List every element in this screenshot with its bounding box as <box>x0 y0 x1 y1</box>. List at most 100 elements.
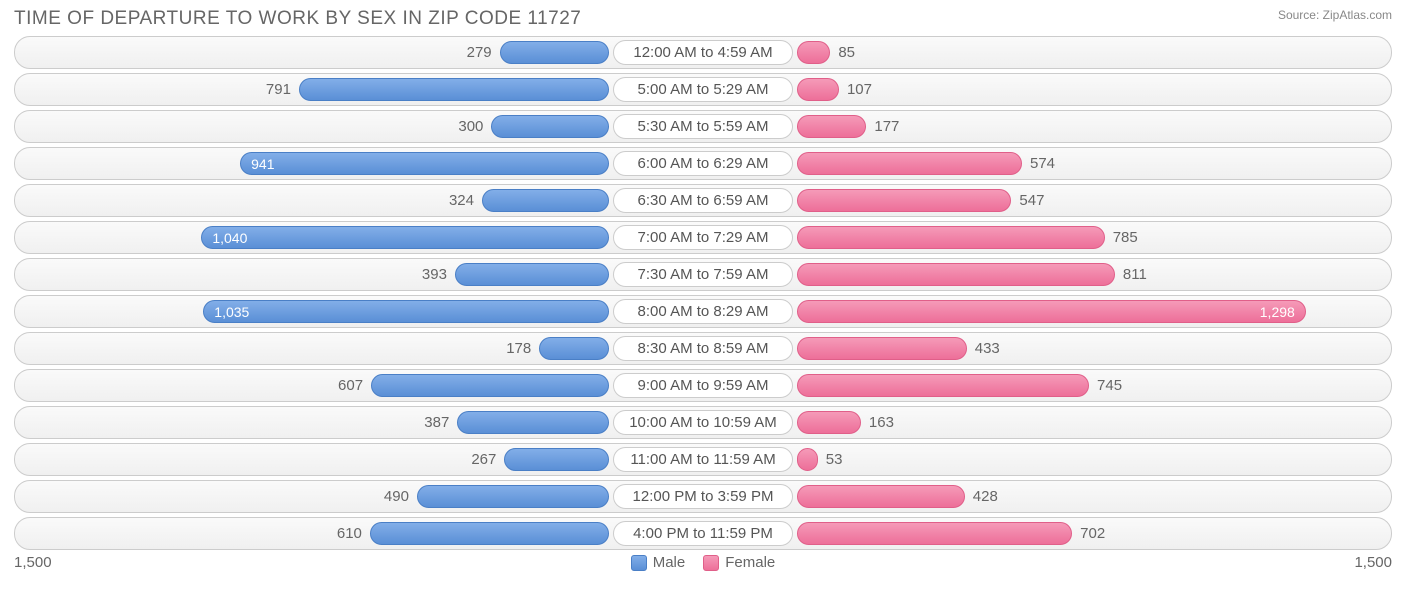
male-half: 279 <box>21 40 609 65</box>
time-range-label: 7:30 AM to 7:59 AM <box>613 262 793 287</box>
female-half: 85 <box>797 40 1385 65</box>
male-value: 490 <box>376 488 417 505</box>
female-bar <box>797 337 967 360</box>
female-half: 433 <box>797 336 1385 361</box>
male-bar <box>370 522 609 545</box>
male-bar <box>539 337 609 360</box>
male-value: 178 <box>498 340 539 357</box>
female-bar <box>797 115 866 138</box>
male-half: 607 <box>21 373 609 398</box>
female-value: 177 <box>866 118 907 135</box>
chart-title: TIME OF DEPARTURE TO WORK BY SEX IN ZIP … <box>14 8 581 30</box>
chart-row: 324 6:30 AM to 6:59 AM 547 <box>14 184 1392 217</box>
male-value: 387 <box>416 414 457 431</box>
male-bar: 1,040 <box>201 226 609 249</box>
female-bar <box>797 522 1072 545</box>
legend-swatch-female <box>703 555 719 571</box>
chart-row: 1,0358:00 AM to 8:29 AM1,298 <box>14 295 1392 328</box>
male-half: 941 <box>21 151 609 176</box>
chart-row: 941 6:00 AM to 6:29 AM 574 <box>14 147 1392 180</box>
male-half: 267 <box>21 447 609 472</box>
female-half: 745 <box>797 373 1385 398</box>
male-half: 791 <box>21 77 609 102</box>
chart-row: 1,0407:00 AM to 7:29 AM785 <box>14 221 1392 254</box>
chart-source: Source: ZipAtlas.com <box>1278 8 1392 22</box>
female-value: 785 <box>1105 229 1146 246</box>
chart-row: 791 5:00 AM to 5:29 AM 107 <box>14 73 1392 106</box>
time-range-label: 6:00 AM to 6:29 AM <box>613 151 793 176</box>
time-range-label: 8:30 AM to 8:59 AM <box>613 336 793 361</box>
female-half: 1,298 <box>797 299 1385 324</box>
female-half: 811 <box>797 262 1385 287</box>
male-value: 324 <box>441 192 482 209</box>
time-range-label: 11:00 AM to 11:59 AM <box>613 447 793 472</box>
male-half: 1,035 <box>21 299 609 324</box>
female-value: 85 <box>830 44 863 61</box>
male-half: 393 <box>21 262 609 287</box>
female-bar <box>797 263 1115 286</box>
female-half: 785 <box>797 225 1385 250</box>
male-value: 1,040 <box>202 230 257 246</box>
chart-row: 387 10:00 AM to 10:59 AM 163 <box>14 406 1392 439</box>
female-half: 574 <box>797 151 1385 176</box>
female-half: 177 <box>797 114 1385 139</box>
male-bar <box>455 263 609 286</box>
male-bar <box>457 411 609 434</box>
female-bar <box>797 41 830 64</box>
time-range-label: 6:30 AM to 6:59 AM <box>613 188 793 213</box>
female-value: 163 <box>861 414 902 431</box>
chart-row: 300 5:30 AM to 5:59 AM 177 <box>14 110 1392 143</box>
male-value: 941 <box>241 156 284 172</box>
female-bar <box>797 189 1011 212</box>
male-bar <box>417 485 609 508</box>
male-value: 791 <box>258 81 299 98</box>
axis-max-right: 1,500 <box>1354 554 1392 571</box>
male-bar <box>500 41 609 64</box>
chart-row: 178 8:30 AM to 8:59 AM 433 <box>14 332 1392 365</box>
chart-row: 27912:00 AM to 4:59 AM85 <box>14 36 1392 69</box>
male-value: 267 <box>463 451 504 468</box>
legend-item-female: Female <box>703 554 775 571</box>
male-half: 610 <box>21 521 609 546</box>
legend-swatch-male <box>631 555 647 571</box>
female-value: 107 <box>839 81 880 98</box>
chart-row: 267 11:00 AM to 11:59 AM 53 <box>14 443 1392 476</box>
time-range-label: 5:30 AM to 5:59 AM <box>613 114 793 139</box>
chart-row: 610 4:00 PM to 11:59 PM 702 <box>14 517 1392 550</box>
legend-item-male: Male <box>631 554 686 571</box>
female-half: 107 <box>797 77 1385 102</box>
female-bar: 1,298 <box>797 300 1306 323</box>
female-half: 702 <box>797 521 1385 546</box>
female-bar <box>797 411 861 434</box>
time-range-label: 10:00 AM to 10:59 AM <box>613 410 793 435</box>
male-bar <box>491 115 609 138</box>
female-bar <box>797 448 818 471</box>
axis-max-left: 1,500 <box>14 554 52 571</box>
male-bar: 941 <box>240 152 609 175</box>
male-value: 300 <box>450 118 491 135</box>
female-value: 53 <box>818 451 851 468</box>
male-bar <box>299 78 609 101</box>
time-range-label: 4:00 PM to 11:59 PM <box>613 521 793 546</box>
male-value: 610 <box>329 525 370 542</box>
female-bar <box>797 78 839 101</box>
male-value: 393 <box>414 266 455 283</box>
male-value: 607 <box>330 377 371 394</box>
female-value: 428 <box>965 488 1006 505</box>
male-half: 387 <box>21 410 609 435</box>
female-value: 1,298 <box>1250 304 1305 320</box>
male-value: 1,035 <box>204 304 259 320</box>
female-value: 574 <box>1022 155 1063 172</box>
female-value: 547 <box>1011 192 1052 209</box>
male-half: 490 <box>21 484 609 509</box>
male-bar: 1,035 <box>203 300 609 323</box>
female-value: 433 <box>967 340 1008 357</box>
female-value: 702 <box>1072 525 1113 542</box>
chart-row: 6079:00 AM to 9:59 AM745 <box>14 369 1392 402</box>
legend-label-male: Male <box>653 554 686 571</box>
time-range-label: 5:00 AM to 5:29 AM <box>613 77 793 102</box>
female-bar <box>797 226 1105 249</box>
male-half: 178 <box>21 336 609 361</box>
male-half: 1,040 <box>21 225 609 250</box>
chart-row: 49012:00 PM to 3:59 PM428 <box>14 480 1392 513</box>
